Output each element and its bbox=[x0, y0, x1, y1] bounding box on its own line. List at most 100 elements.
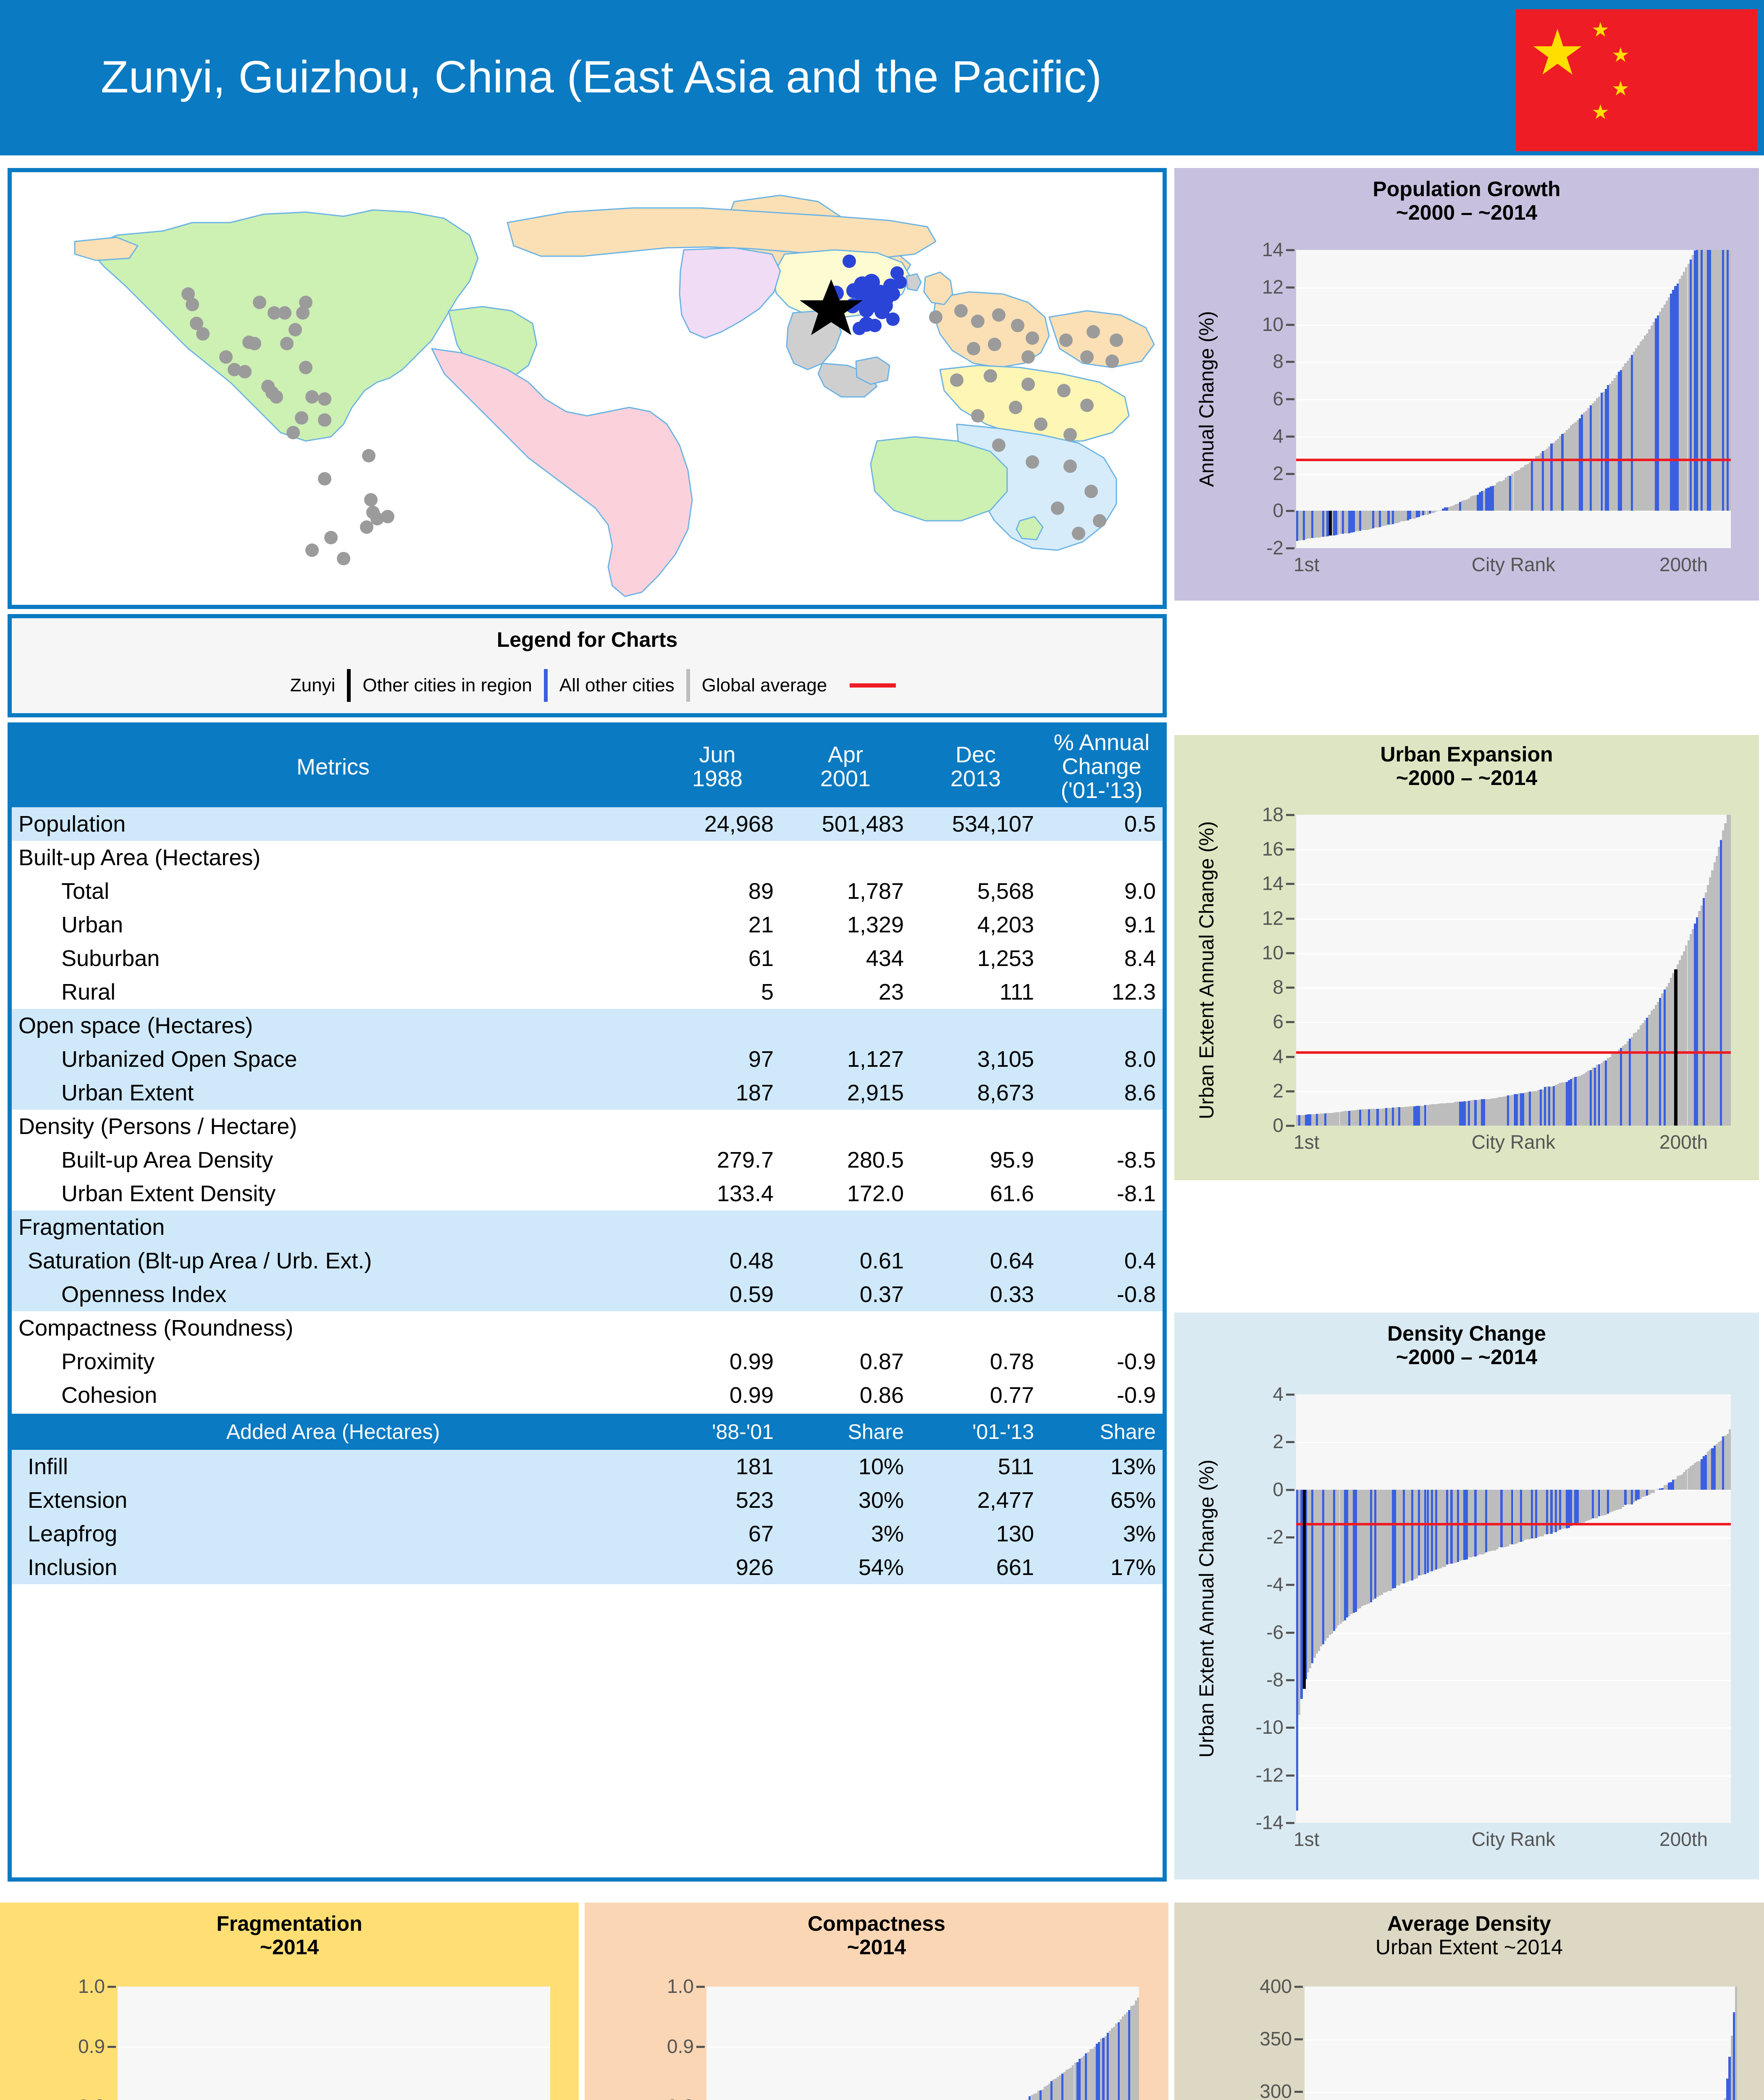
added-area-value: 67 bbox=[748, 1521, 774, 1546]
metric-value: 23 bbox=[878, 979, 904, 1005]
chart-bar-other-city bbox=[1678, 1475, 1681, 1490]
y-axis-tick-mark bbox=[108, 1986, 116, 1988]
legend-title: Legend for Charts bbox=[496, 628, 678, 651]
chart-title-main: Fragmentation bbox=[216, 1912, 362, 1935]
chart-bar-other-city bbox=[1374, 511, 1377, 528]
chart-bar-other-city bbox=[1717, 1441, 1720, 1490]
chart-bar-region-city bbox=[1559, 1489, 1562, 1530]
table-row: Urbanized Open Space 97 1,127 3,105 8.0 bbox=[12, 1042, 1163, 1076]
y-axis-tick-label: 2 bbox=[1273, 1079, 1284, 1102]
chart-bar-other-city bbox=[1585, 1489, 1588, 1522]
chart-bar-other-city bbox=[1402, 1107, 1405, 1126]
chart-bar-other-city bbox=[1504, 478, 1507, 511]
chart-bar-other-city bbox=[1539, 1489, 1542, 1536]
added-area-value: 17% bbox=[1110, 1554, 1156, 1580]
chart-bar-other-city bbox=[1339, 1112, 1342, 1126]
chart-bar-other-city bbox=[1378, 1109, 1381, 1126]
chart-bars bbox=[1296, 1394, 1731, 1823]
y-axis-tick-mark bbox=[1294, 1986, 1303, 1988]
chart-bar-other-city bbox=[1544, 450, 1546, 511]
table-row: Proximity 0.99 0.87 0.78 -0.9 bbox=[12, 1344, 1163, 1378]
added-area-label: Infill bbox=[28, 1454, 68, 1479]
y-axis-tick-label: 2 bbox=[1273, 462, 1284, 484]
chart-bar-region-city bbox=[1659, 998, 1662, 1126]
chart-bar-region-city bbox=[1128, 2010, 1131, 2100]
chart-bar-region-city bbox=[1407, 511, 1410, 521]
y-axis-tick-label: 4 bbox=[1273, 1045, 1284, 1067]
chart-bar-other-city bbox=[1350, 1489, 1353, 1614]
chart-bar-other-city bbox=[1726, 1433, 1729, 1490]
chart-bar-other-city bbox=[1476, 1489, 1479, 1556]
chart-bar-region-city bbox=[1598, 1064, 1601, 1126]
chart-bar-other-city bbox=[1524, 1092, 1527, 1126]
y-axis-tick-mark bbox=[108, 2045, 116, 2048]
chart-subtitle: ~2014 bbox=[260, 1935, 319, 1959]
metric-value: 0.48 bbox=[729, 1248, 774, 1273]
added-area-header: Added Area (Hectares) '88-'01 Share '01-… bbox=[12, 1413, 1163, 1450]
chart-bar-region-city bbox=[1704, 1454, 1707, 1490]
chart-bar-other-city bbox=[1539, 453, 1542, 511]
chart-bar-other-city bbox=[1487, 1099, 1490, 1126]
chart-bar-other-city bbox=[1546, 1087, 1549, 1126]
chart-bar-region-city bbox=[1402, 1489, 1405, 1583]
chart-bar-other-city bbox=[1035, 2093, 1037, 2100]
chart-bar-other-city bbox=[1331, 1489, 1333, 1634]
metric-value: 2,915 bbox=[847, 1080, 904, 1105]
chart-bar-region-city bbox=[1352, 1489, 1355, 1613]
table-row: Built-up Area Density 279.7 280.5 95.9 -8.5 bbox=[12, 1143, 1163, 1177]
metric-value bbox=[1041, 1311, 1163, 1345]
chart-bar-region-city bbox=[1315, 1114, 1318, 1126]
y-axis-tick-mark bbox=[1286, 987, 1294, 989]
chart-bar-other-city bbox=[1572, 1489, 1575, 1526]
chart-bar-other-city bbox=[1463, 500, 1466, 511]
chart-bar-other-city bbox=[1489, 1489, 1492, 1551]
chart-bar-region-city bbox=[1322, 511, 1325, 537]
chart-bar-region-city bbox=[1672, 290, 1675, 511]
chart-bar-region-city bbox=[1694, 923, 1696, 1126]
black-star-marker bbox=[800, 279, 863, 335]
chart-bar-other-city bbox=[1113, 2026, 1116, 2100]
chart-bar-other-city bbox=[1622, 367, 1625, 511]
chart-bar-other-city bbox=[1541, 1089, 1544, 1126]
chart-bar-other-city bbox=[1346, 511, 1349, 533]
global-average-line bbox=[1296, 1051, 1731, 1054]
chart-bar-region-city bbox=[1374, 1489, 1377, 1599]
chart-title: Compactness ~2014 bbox=[585, 1912, 1168, 1959]
chart-plot-area bbox=[1296, 1394, 1731, 1823]
chart-bar-other-city bbox=[1439, 1489, 1442, 1568]
y-axis-tick-mark bbox=[1286, 398, 1294, 400]
x-axis-label: City Rank bbox=[1471, 554, 1556, 575]
legend-swatch-global-average bbox=[850, 683, 896, 688]
metric-value: 0.86 bbox=[859, 1382, 904, 1408]
chart-bar-other-city bbox=[1626, 1041, 1629, 1126]
metric-value: 1,127 bbox=[847, 1046, 904, 1072]
chart-bar-region-city bbox=[1550, 1489, 1553, 1534]
chart-bar-region-city bbox=[1029, 2096, 1031, 2100]
chart-bar-other-city bbox=[1652, 322, 1655, 511]
chart-bar-region-city bbox=[1352, 511, 1355, 532]
chart-bar-other-city bbox=[1504, 1096, 1507, 1126]
chart-title: Fragmentation ~2014 bbox=[0, 1912, 579, 1959]
metric-value bbox=[780, 841, 911, 874]
chart-bar-other-city bbox=[1524, 465, 1527, 511]
chart-bar-other-city bbox=[1559, 1082, 1562, 1126]
metric-label: Cohesion bbox=[61, 1382, 158, 1408]
chart-bar-region-city bbox=[1424, 1105, 1427, 1126]
chart-bar-other-city bbox=[1557, 1489, 1559, 1531]
y-axis-tick-mark bbox=[1286, 323, 1294, 326]
chart-bar-other-city bbox=[1305, 511, 1307, 539]
chart-bar-region-city bbox=[1550, 444, 1553, 511]
gridline bbox=[1296, 1442, 1731, 1444]
chart-bar-region-city bbox=[1630, 355, 1633, 511]
chart-bar-other-city bbox=[1309, 511, 1312, 538]
chart-bar-other-city bbox=[1344, 511, 1347, 534]
chart-bar-region-city bbox=[1398, 1107, 1401, 1126]
chart-bar-other-city bbox=[1552, 442, 1555, 511]
y-axis-tick-label: 6 bbox=[1273, 1011, 1284, 1033]
chart-bar-other-city bbox=[1437, 1103, 1440, 1126]
chart-bar-region-city bbox=[1696, 917, 1698, 1126]
gridline bbox=[1296, 324, 1731, 326]
chart-bar-region-city bbox=[1598, 1489, 1601, 1516]
chart-bar-other-city bbox=[1320, 1113, 1323, 1126]
